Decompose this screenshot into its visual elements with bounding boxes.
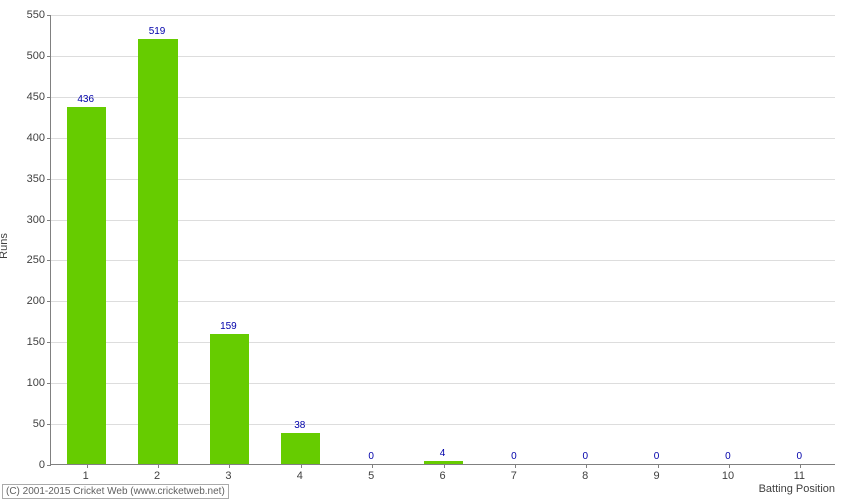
x-tick-mark (372, 464, 373, 468)
x-tick-mark (87, 464, 88, 468)
x-tick-label: 2 (154, 470, 160, 482)
x-tick-mark (444, 464, 445, 468)
x-tick-label: 9 (654, 470, 660, 482)
bar-value-label: 0 (511, 451, 517, 462)
y-tick-label: 300 (5, 214, 45, 226)
y-tick-mark (47, 383, 51, 384)
copyright-text: (C) 2001-2015 Cricket Web (www.cricketwe… (2, 484, 229, 499)
x-tick-mark (800, 464, 801, 468)
x-tick-mark (301, 464, 302, 468)
y-tick-mark (47, 138, 51, 139)
gridline (51, 15, 835, 16)
y-tick-label: 50 (5, 418, 45, 430)
bar (210, 334, 249, 464)
x-tick-mark (658, 464, 659, 468)
bar-value-label: 0 (654, 451, 660, 462)
chart-container: Runs Batting Position (C) 2001-2015 Cric… (0, 0, 850, 500)
x-tick-label: 3 (225, 470, 231, 482)
bar-value-label: 0 (582, 451, 588, 462)
x-tick-label: 8 (582, 470, 588, 482)
bar (281, 433, 320, 464)
bar (424, 461, 463, 464)
y-tick-mark (47, 465, 51, 466)
y-tick-label: 250 (5, 254, 45, 266)
x-axis-title: Batting Position (759, 483, 835, 495)
y-tick-label: 450 (5, 91, 45, 103)
x-tick-label: 4 (297, 470, 303, 482)
bar-value-label: 4 (440, 448, 446, 459)
bar (67, 107, 106, 464)
y-tick-mark (47, 56, 51, 57)
y-tick-label: 500 (5, 50, 45, 62)
y-tick-label: 200 (5, 295, 45, 307)
x-tick-label: 7 (511, 470, 517, 482)
x-tick-label: 5 (368, 470, 374, 482)
x-tick-label: 1 (83, 470, 89, 482)
y-tick-mark (47, 179, 51, 180)
bar-value-label: 38 (294, 420, 305, 431)
x-tick-mark (586, 464, 587, 468)
bar-value-label: 436 (77, 94, 94, 105)
y-tick-label: 150 (5, 336, 45, 348)
x-tick-label: 6 (439, 470, 445, 482)
y-tick-label: 550 (5, 9, 45, 21)
bar-value-label: 519 (149, 26, 166, 37)
bar-value-label: 0 (368, 451, 374, 462)
x-tick-label: 11 (794, 470, 805, 482)
y-tick-mark (47, 301, 51, 302)
y-tick-label: 100 (5, 377, 45, 389)
y-tick-mark (47, 97, 51, 98)
x-tick-mark (729, 464, 730, 468)
y-tick-label: 350 (5, 173, 45, 185)
plot-area (50, 15, 835, 465)
bar-value-label: 0 (797, 451, 803, 462)
y-tick-mark (47, 260, 51, 261)
bar (138, 39, 177, 464)
y-tick-mark (47, 342, 51, 343)
y-tick-mark (47, 424, 51, 425)
x-tick-mark (229, 464, 230, 468)
y-tick-label: 400 (5, 132, 45, 144)
bar-value-label: 0 (725, 451, 731, 462)
x-tick-mark (158, 464, 159, 468)
y-tick-label: 0 (5, 459, 45, 471)
bar-value-label: 159 (220, 321, 237, 332)
y-tick-mark (47, 220, 51, 221)
y-tick-mark (47, 15, 51, 16)
x-tick-mark (515, 464, 516, 468)
x-tick-label: 10 (722, 470, 734, 482)
